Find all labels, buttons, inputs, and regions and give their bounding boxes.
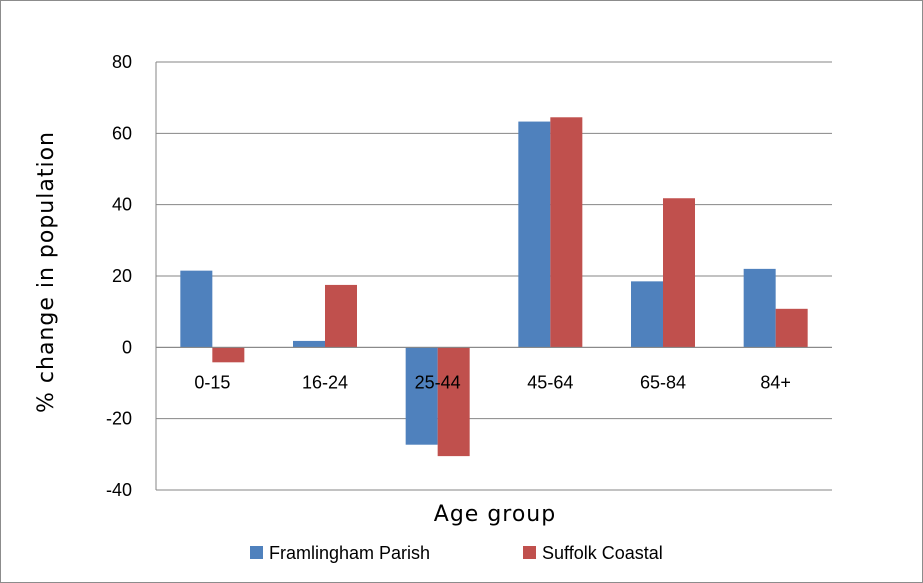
bar-suffolk-coastal-45-64 [550, 117, 583, 348]
x-tick-labels: 0-15 16-24 25-44 45-64 65-84 84+ [194, 372, 791, 392]
legend: Framlingham Parish Suffolk Coastal [250, 543, 663, 563]
y-tick-labels: 80 60 40 20 0 -20 -40 [106, 52, 132, 500]
bar-framlingham-parish-45-64 [518, 121, 551, 348]
bar-suffolk-coastal-84+ [775, 308, 808, 348]
y-tick-label: 0 [122, 337, 132, 357]
x-tick-label: 16-24 [302, 372, 348, 392]
x-tick-label: 0-15 [194, 372, 230, 392]
x-tick-label: 84+ [760, 372, 791, 392]
x-axis-title: Age group [434, 502, 556, 527]
bars [180, 117, 808, 457]
y-tick-label: -20 [106, 409, 132, 429]
legend-swatch [250, 546, 263, 559]
y-tick-label: 40 [112, 195, 132, 215]
legend-label: Suffolk Coastal [542, 543, 663, 563]
bar-framlingham-parish-25-44 [405, 347, 438, 445]
gridlines [156, 61, 832, 491]
x-tick-label: 45-64 [527, 372, 573, 392]
bar-suffolk-coastal-25-44 [437, 347, 470, 457]
y-tick-label: 20 [112, 266, 132, 286]
bar-framlingham-parish-65-84 [631, 281, 663, 348]
bar-framlingham-parish-16-24 [293, 340, 325, 348]
bar-suffolk-coastal-0-15 [212, 347, 245, 363]
x-tick-label: 65-84 [640, 372, 686, 392]
legend-swatch [523, 546, 536, 559]
bar-suffolk-coastal-16-24 [325, 284, 357, 348]
y-tick-label: -40 [106, 480, 132, 500]
y-tick-label: 60 [112, 123, 132, 143]
bar-framlingham-parish-0-15 [180, 270, 213, 348]
y-tick-label: 80 [112, 52, 132, 72]
bar-suffolk-coastal-65-84 [663, 198, 695, 348]
x-tick-label: 25-44 [415, 372, 461, 392]
bar-framlingham-parish-84+ [743, 268, 776, 348]
y-axis-title: % change in population [34, 131, 59, 413]
legend-label: Framlingham Parish [269, 543, 430, 563]
